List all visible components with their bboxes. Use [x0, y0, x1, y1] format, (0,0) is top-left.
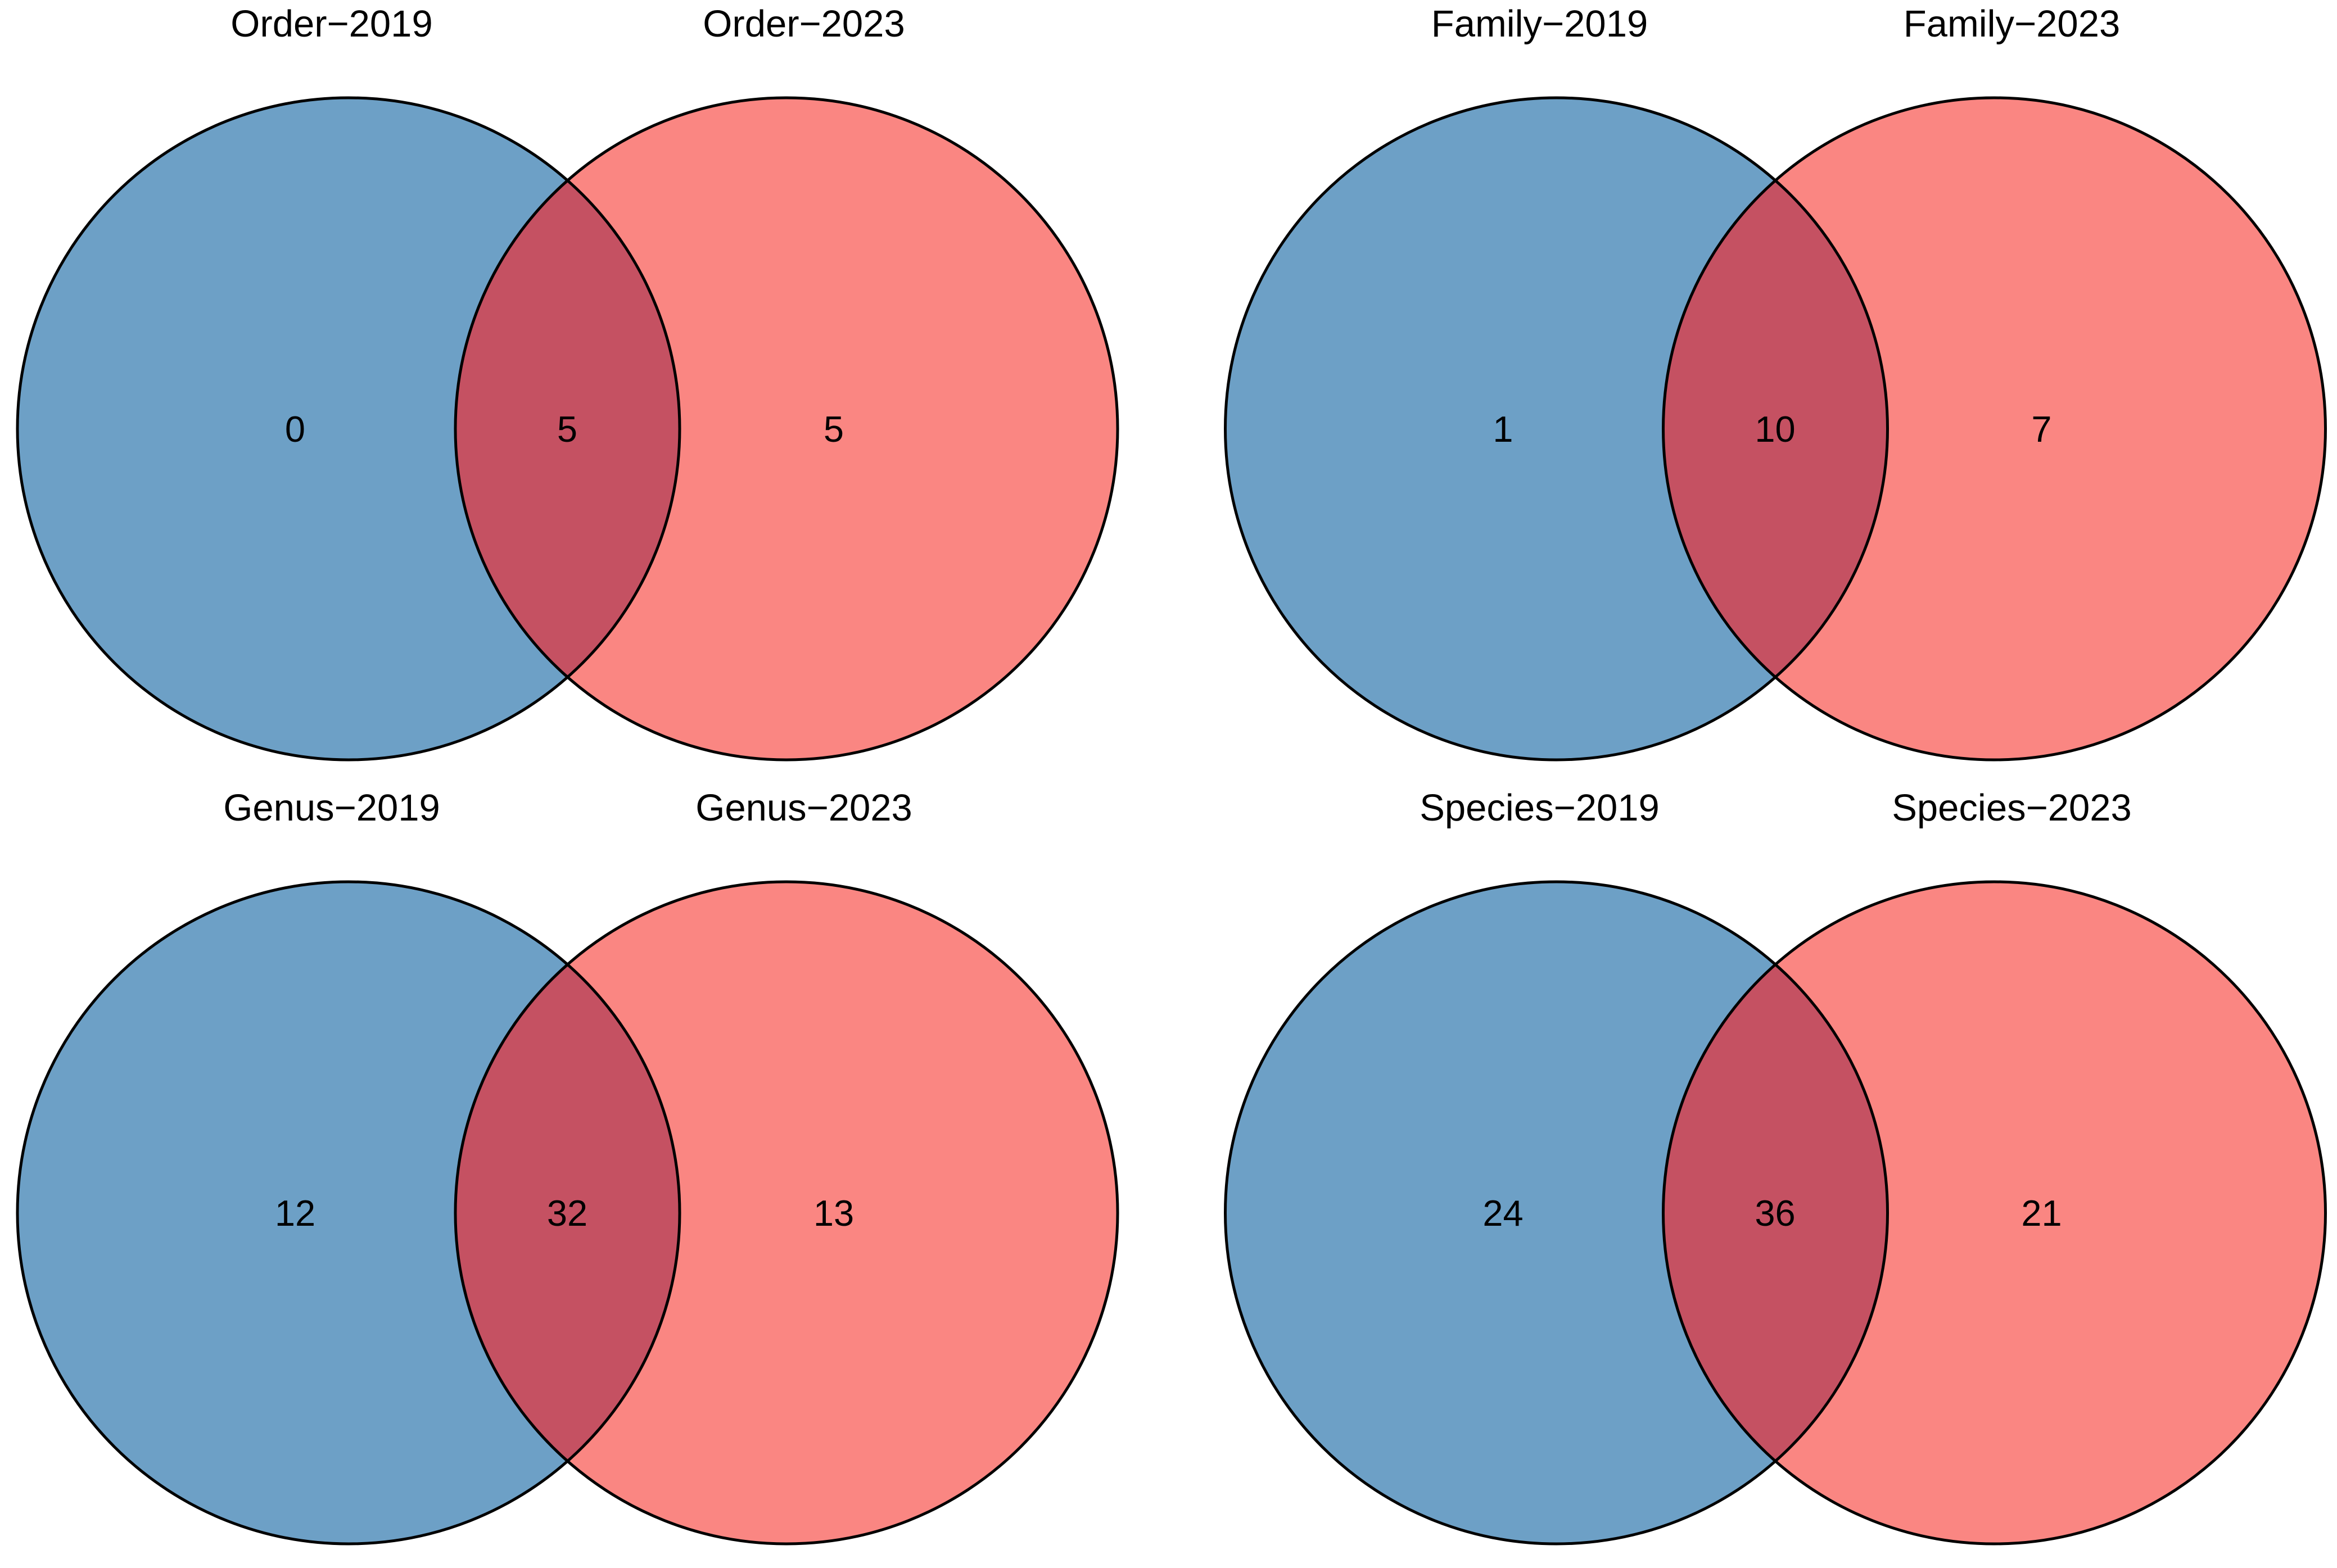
right-only-count: 7 [2031, 409, 2051, 450]
overlap-region [1663, 882, 1888, 1544]
overlap-region [1663, 98, 1888, 760]
venn-circles [16, 96, 1119, 762]
left-set-title: Species−2019 [1420, 787, 1660, 829]
overlap-count: 36 [1755, 1193, 1795, 1234]
left-only-count: 24 [1482, 1193, 1523, 1234]
left-set-title: Family−2019 [1431, 3, 1648, 45]
left-set-title: Order−2019 [230, 3, 432, 45]
overlap-count: 32 [547, 1193, 587, 1234]
venn-panel-species: Species−2019 Species−2023 24 36 21 [1168, 784, 2337, 1568]
right-only-count: 21 [2021, 1193, 2062, 1234]
venn-circles [16, 880, 1119, 1546]
right-circle-outline [1662, 96, 2327, 762]
right-set-title: Species−2023 [1892, 787, 2132, 829]
venn-panel-order: Order−2019 Order−2023 0 5 5 [0, 0, 1168, 784]
left-circle-outline [1224, 880, 1889, 1546]
right-only-count: 5 [824, 409, 844, 450]
right-circle-outline [454, 96, 1119, 762]
overlap-region [455, 98, 680, 760]
venn-circles [1224, 96, 2327, 762]
overlap-count: 5 [557, 409, 577, 450]
right-circle-outline [454, 880, 1119, 1546]
left-circle-outline [1224, 96, 1889, 762]
left-circle-outline [16, 880, 681, 1546]
left-circle-outline [16, 96, 681, 762]
venn-circles [1224, 880, 2327, 1546]
overlap-count: 10 [1755, 409, 1795, 450]
venn-panel-genus: Genus−2019 Genus−2023 12 32 13 [0, 784, 1168, 1568]
right-set-title: Family−2023 [1904, 3, 2120, 45]
right-circle-outline [1662, 880, 2327, 1546]
right-only-count: 13 [813, 1193, 854, 1234]
left-set-title: Genus−2019 [223, 787, 440, 829]
overlap-region [455, 882, 680, 1544]
left-only-count: 0 [285, 409, 305, 450]
left-only-count: 1 [1493, 409, 1513, 450]
right-set-title: Genus−2023 [695, 787, 912, 829]
right-set-title: Order−2023 [703, 3, 905, 45]
left-only-count: 12 [275, 1193, 315, 1234]
venn-panel-family: Family−2019 Family−2023 1 10 7 [1168, 0, 2337, 784]
